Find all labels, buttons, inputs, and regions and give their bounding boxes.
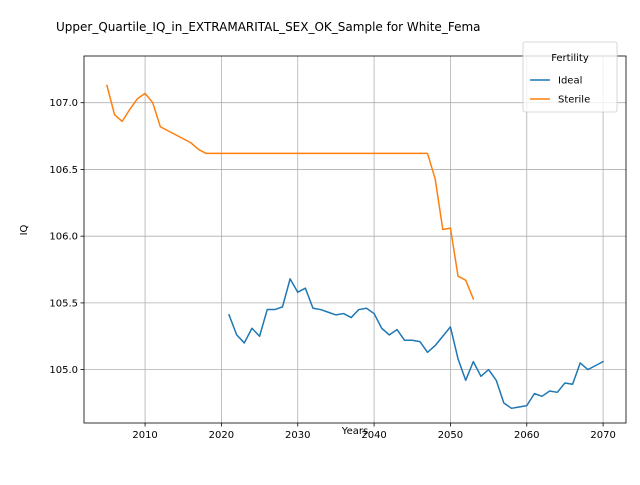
grid-lines	[84, 56, 626, 423]
series-line-sterile	[105, 84, 475, 300]
x-tick-label: 2020	[209, 430, 234, 441]
y-axis-label: IQ	[19, 224, 30, 235]
plot-area	[83, 55, 627, 424]
x-tick-label: 2070	[590, 430, 615, 441]
x-tick-label: 2060	[514, 430, 539, 441]
x-axis-label: Years	[341, 426, 368, 437]
x-tick-label: 2010	[132, 430, 157, 441]
legend-title: Fertility	[551, 53, 589, 64]
y-tick-label: 107.0	[49, 98, 78, 109]
y-axis-ticks: 105.0 105.5 106.0 106.5 107.0	[49, 98, 84, 376]
legend-box	[522, 41, 618, 113]
y-tick-label: 105.5	[49, 298, 78, 309]
y-tick-label: 105.0	[49, 365, 78, 376]
series-lines	[105, 84, 605, 410]
y-tick-label: 106.0	[49, 232, 78, 243]
x-axis-ticks: 2010 2020 2030 2040 2050 2060 2070	[132, 423, 616, 441]
chart-title: Upper_Quartile_IQ_in_EXTRAMARITAL_SEX_OK…	[56, 20, 481, 34]
x-tick-label: 2030	[285, 430, 310, 441]
y-tick-label: 106.5	[49, 165, 78, 176]
plot-frame	[83, 55, 627, 424]
x-tick-label: 2040	[361, 430, 386, 441]
legend-label-sterile: Sterile	[558, 95, 590, 106]
legend-entries: Ideal Sterile	[530, 76, 590, 106]
legend: Fertility Ideal Sterile	[522, 41, 618, 113]
legend-label-ideal: Ideal	[558, 76, 582, 87]
series-line-ideal	[228, 278, 605, 410]
x-tick-label: 2050	[438, 430, 463, 441]
